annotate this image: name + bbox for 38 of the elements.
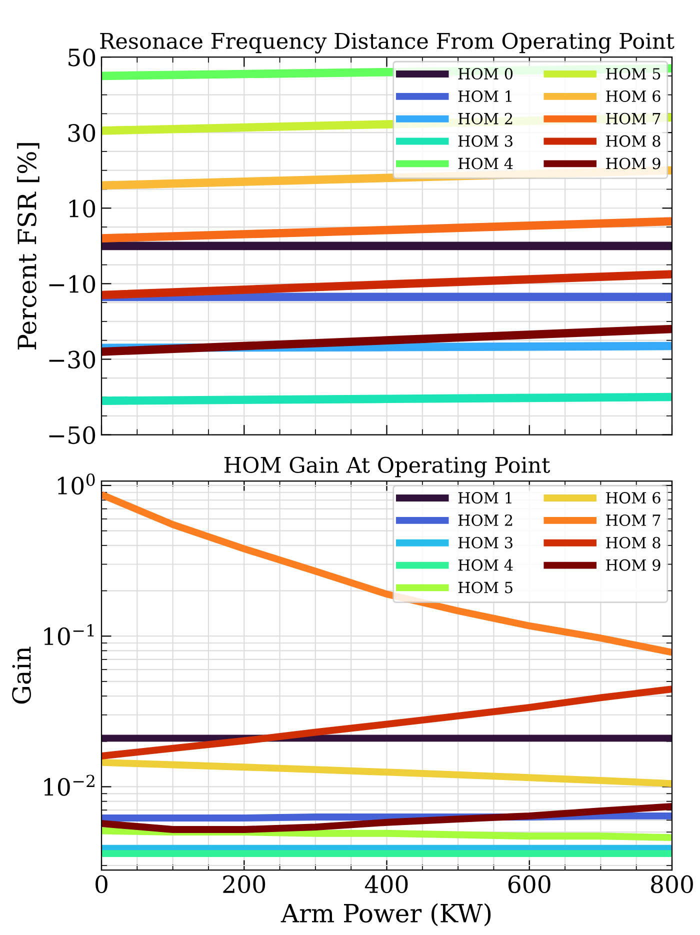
legend-label: HOM 1	[458, 492, 512, 504]
y-tick-label: 50	[68, 48, 96, 66]
y-tick-label: 30	[68, 124, 96, 142]
x-tick-label: 800	[651, 875, 693, 894]
legend-label: HOM 5	[458, 582, 512, 594]
y-tick-label: 10$^{0}$	[58, 473, 95, 495]
legend-label: HOM 5	[606, 68, 660, 80]
legend-label: HOM 6	[606, 90, 660, 102]
chart-title: Resonace Frequency Distance From Operating Point	[100, 32, 674, 54]
legend-label: HOM 0	[458, 68, 513, 80]
legend-label: HOM 7	[606, 112, 660, 124]
y-tick-label: 10	[69, 200, 96, 218]
legend-label: HOM 3	[458, 536, 512, 548]
y-axis-title: Gain	[12, 646, 31, 704]
legend-label: HOM 7	[606, 514, 660, 526]
legend-label: HOM 2	[458, 112, 512, 124]
x-tick-label: 0	[96, 875, 108, 894]
legend-label: HOM 9	[606, 158, 660, 170]
legend-label: HOM 4	[458, 559, 513, 571]
x-axis-title: Arm Power (KW)	[280, 903, 491, 926]
legend-label: HOM 6	[606, 492, 660, 504]
x-tick-label: 400	[364, 875, 408, 894]
chart-title: HOM Gain At Operating Point	[224, 456, 550, 478]
y-tick-label: −50	[49, 426, 96, 444]
legend-label: HOM 9	[606, 559, 660, 571]
y-tick-label: 10$^{−1}$	[44, 624, 94, 646]
x-tick-label: 600	[508, 875, 550, 894]
y-axis-title: Percent FSR [%]	[17, 143, 40, 350]
legend-label: HOM 2	[458, 514, 512, 526]
legend-label: HOM 8	[606, 135, 660, 147]
legend-label: HOM 4	[458, 158, 513, 170]
y-tick-label: −30	[49, 350, 96, 369]
y-tick-label: 10$^{−2}$	[44, 774, 94, 796]
legend-label: HOM 1	[458, 90, 512, 102]
legend-label: HOM 3	[458, 135, 512, 147]
x-tick-label: 200	[223, 875, 266, 894]
y-tick-label: −10	[49, 275, 96, 293]
legend-label: HOM 8	[606, 536, 660, 548]
